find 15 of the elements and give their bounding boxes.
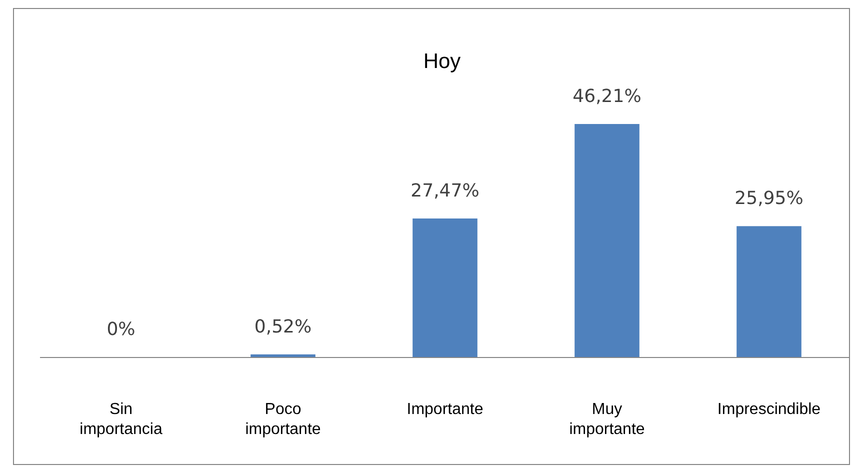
bar [574,124,640,357]
data-label: 25,95% [734,188,804,210]
data-label: 27,47% [410,180,480,202]
data-label: 46,21% [572,86,642,107]
x-tick-label: Imprescindible [717,401,821,418]
bar [736,226,802,357]
bar [412,218,478,357]
data-label: 0% [106,319,136,340]
x-tick-label: Importante [406,401,484,418]
x-tick-label: Poco importante [245,401,321,438]
chart-title: Hoy [423,50,462,73]
bar [250,354,316,357]
data-label: 0,52% [254,316,312,338]
x-tick-label: Muy importante [569,401,645,438]
x-tick-label: Sin importancia [80,401,162,438]
